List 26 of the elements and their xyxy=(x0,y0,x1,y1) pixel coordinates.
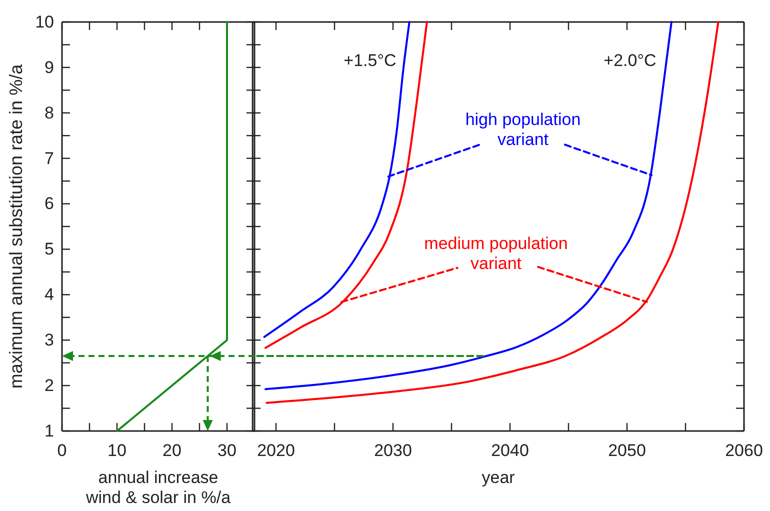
x-tick-label: 2020 xyxy=(257,441,295,460)
annotation: medium population variant xyxy=(424,234,568,274)
y-tick-label: 5 xyxy=(44,240,54,259)
x-tick-label: 0 xyxy=(57,441,67,460)
x-tick-label: 2030 xyxy=(374,441,412,460)
x-tick-label: 2040 xyxy=(491,441,529,460)
x-tick-label: 2050 xyxy=(608,441,646,460)
y-tick-label: 10 xyxy=(35,12,54,32)
x-axis-title: year xyxy=(482,468,516,487)
y-tick-label: 8 xyxy=(44,103,54,122)
y-tick-label: 7 xyxy=(44,148,54,168)
x-tick-label: 2060 xyxy=(725,441,763,460)
annotation: +1.5°C xyxy=(344,50,396,70)
y-axis-title: maximum annual substitution rate in %/a xyxy=(6,63,26,389)
x-tick-label: 10 xyxy=(108,441,126,460)
y-tick-label: 2 xyxy=(44,376,54,395)
y-tick-label: 4 xyxy=(44,285,54,304)
y-tick-label: 1 xyxy=(44,421,54,440)
annotation: high population variant xyxy=(465,110,581,150)
annotation: +2.0°C xyxy=(604,50,656,70)
y-tick-label: 6 xyxy=(44,194,54,214)
y-tick-label: 9 xyxy=(44,58,54,77)
x-axis-title: annual increase wind & solar in %/a xyxy=(84,468,232,508)
x-tick-label: 30 xyxy=(218,441,236,460)
y-tick-label: 3 xyxy=(44,330,54,350)
x-tick-label: 20 xyxy=(162,441,182,460)
